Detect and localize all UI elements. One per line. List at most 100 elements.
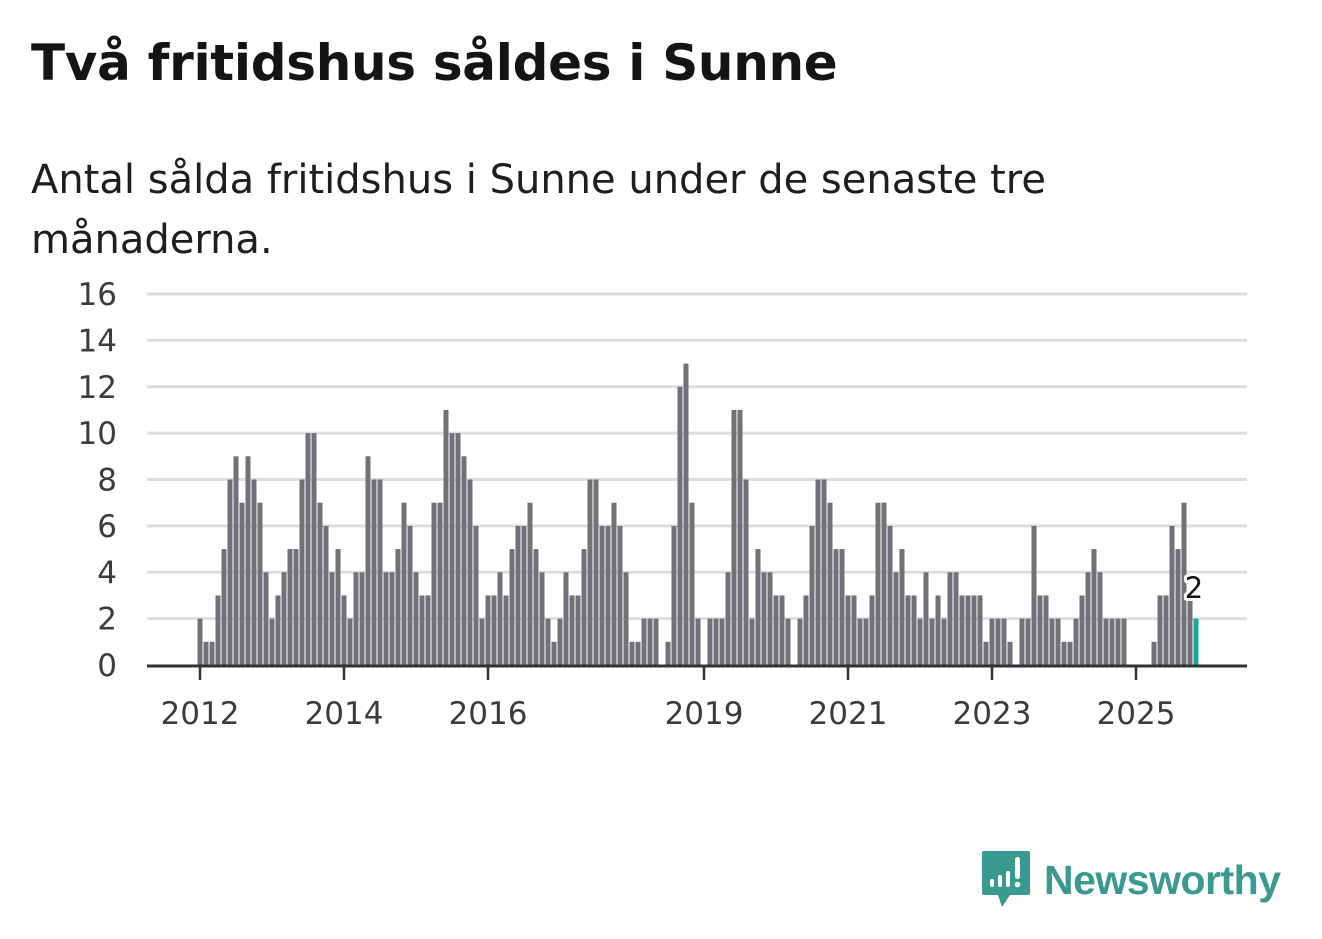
bar — [323, 525, 329, 665]
bar — [539, 572, 545, 665]
bar — [761, 572, 767, 665]
bar — [1115, 618, 1121, 665]
bar — [941, 618, 947, 665]
bar-highlight — [1193, 618, 1199, 665]
bar — [857, 618, 863, 665]
bar — [995, 618, 1001, 665]
bar — [197, 618, 203, 665]
bar — [905, 595, 911, 665]
bar — [437, 502, 443, 665]
bar — [497, 572, 503, 665]
bar — [581, 549, 587, 665]
x-tick-label: 2021 — [809, 696, 888, 732]
bar — [623, 572, 629, 665]
bar — [989, 618, 995, 665]
bar — [1121, 618, 1127, 665]
bar — [959, 595, 965, 665]
bar — [929, 618, 935, 665]
bar — [611, 502, 617, 665]
bar — [215, 595, 221, 665]
bar — [683, 363, 689, 665]
bar — [785, 618, 791, 665]
bar — [1037, 595, 1043, 665]
bar — [245, 456, 251, 665]
bar — [707, 618, 713, 665]
chart-title: Två fritidshus såldes i Sunne — [31, 34, 838, 92]
x-tick-label: 2012 — [161, 696, 240, 732]
bar — [383, 572, 389, 665]
bar — [881, 502, 887, 665]
bar — [605, 525, 611, 665]
bar — [1049, 618, 1055, 665]
bar — [767, 572, 773, 665]
y-tick-label: 4 — [97, 555, 117, 591]
bar — [401, 502, 407, 665]
bar — [377, 479, 383, 665]
bar — [593, 479, 599, 665]
bar — [953, 572, 959, 665]
bar — [1103, 618, 1109, 665]
bar — [473, 525, 479, 665]
bar — [869, 595, 875, 665]
bar — [833, 549, 839, 665]
bar — [947, 572, 953, 665]
bar — [365, 456, 371, 665]
bar — [887, 525, 893, 665]
newsworthy-logo: Newsworthy — [980, 849, 1281, 911]
y-tick-label: 14 — [78, 323, 117, 359]
bar — [743, 479, 749, 665]
bar — [299, 479, 305, 665]
bar — [1097, 572, 1103, 665]
bar — [935, 595, 941, 665]
bar — [455, 433, 461, 665]
y-axis-ticks: 0 2 4 6 8 10 12 14 16 — [78, 277, 117, 684]
bar — [635, 641, 641, 665]
bar — [1091, 549, 1097, 665]
bar — [977, 595, 983, 665]
bar — [425, 595, 431, 665]
bar — [305, 433, 311, 665]
bar — [677, 386, 683, 665]
bar — [779, 595, 785, 665]
bars — [197, 363, 1199, 665]
bar — [1055, 618, 1061, 665]
bar — [527, 502, 533, 665]
bar — [911, 595, 917, 665]
bar — [1061, 641, 1067, 665]
bar — [221, 549, 227, 665]
y-tick-label: 8 — [97, 463, 117, 499]
bar — [1187, 595, 1193, 665]
bar — [983, 641, 989, 665]
bar — [443, 409, 449, 665]
bar — [845, 595, 851, 665]
annotation: 2 — [1182, 568, 1206, 608]
bar — [545, 618, 551, 665]
bar — [329, 572, 335, 665]
bar — [551, 641, 557, 665]
chart-subtitle: Antal sålda fritidshus i Sunne under de … — [31, 157, 1046, 263]
bar — [461, 456, 467, 665]
bar — [311, 433, 317, 665]
bar — [803, 595, 809, 665]
bar — [1163, 595, 1169, 665]
bar — [1169, 525, 1175, 665]
bar — [521, 525, 527, 665]
bar — [689, 502, 695, 665]
bar — [641, 618, 647, 665]
y-tick-label: 2 — [97, 602, 117, 638]
bar — [599, 525, 605, 665]
bar — [275, 595, 281, 665]
bar — [809, 525, 815, 665]
bar — [515, 525, 521, 665]
bar — [485, 595, 491, 665]
x-tick-label: 2023 — [953, 696, 1032, 732]
bar — [815, 479, 821, 665]
bar — [389, 572, 395, 665]
bar — [263, 572, 269, 665]
bar — [491, 595, 497, 665]
bar — [749, 618, 755, 665]
y-tick-label: 0 — [97, 648, 117, 684]
bar — [419, 595, 425, 665]
bar — [449, 433, 455, 665]
